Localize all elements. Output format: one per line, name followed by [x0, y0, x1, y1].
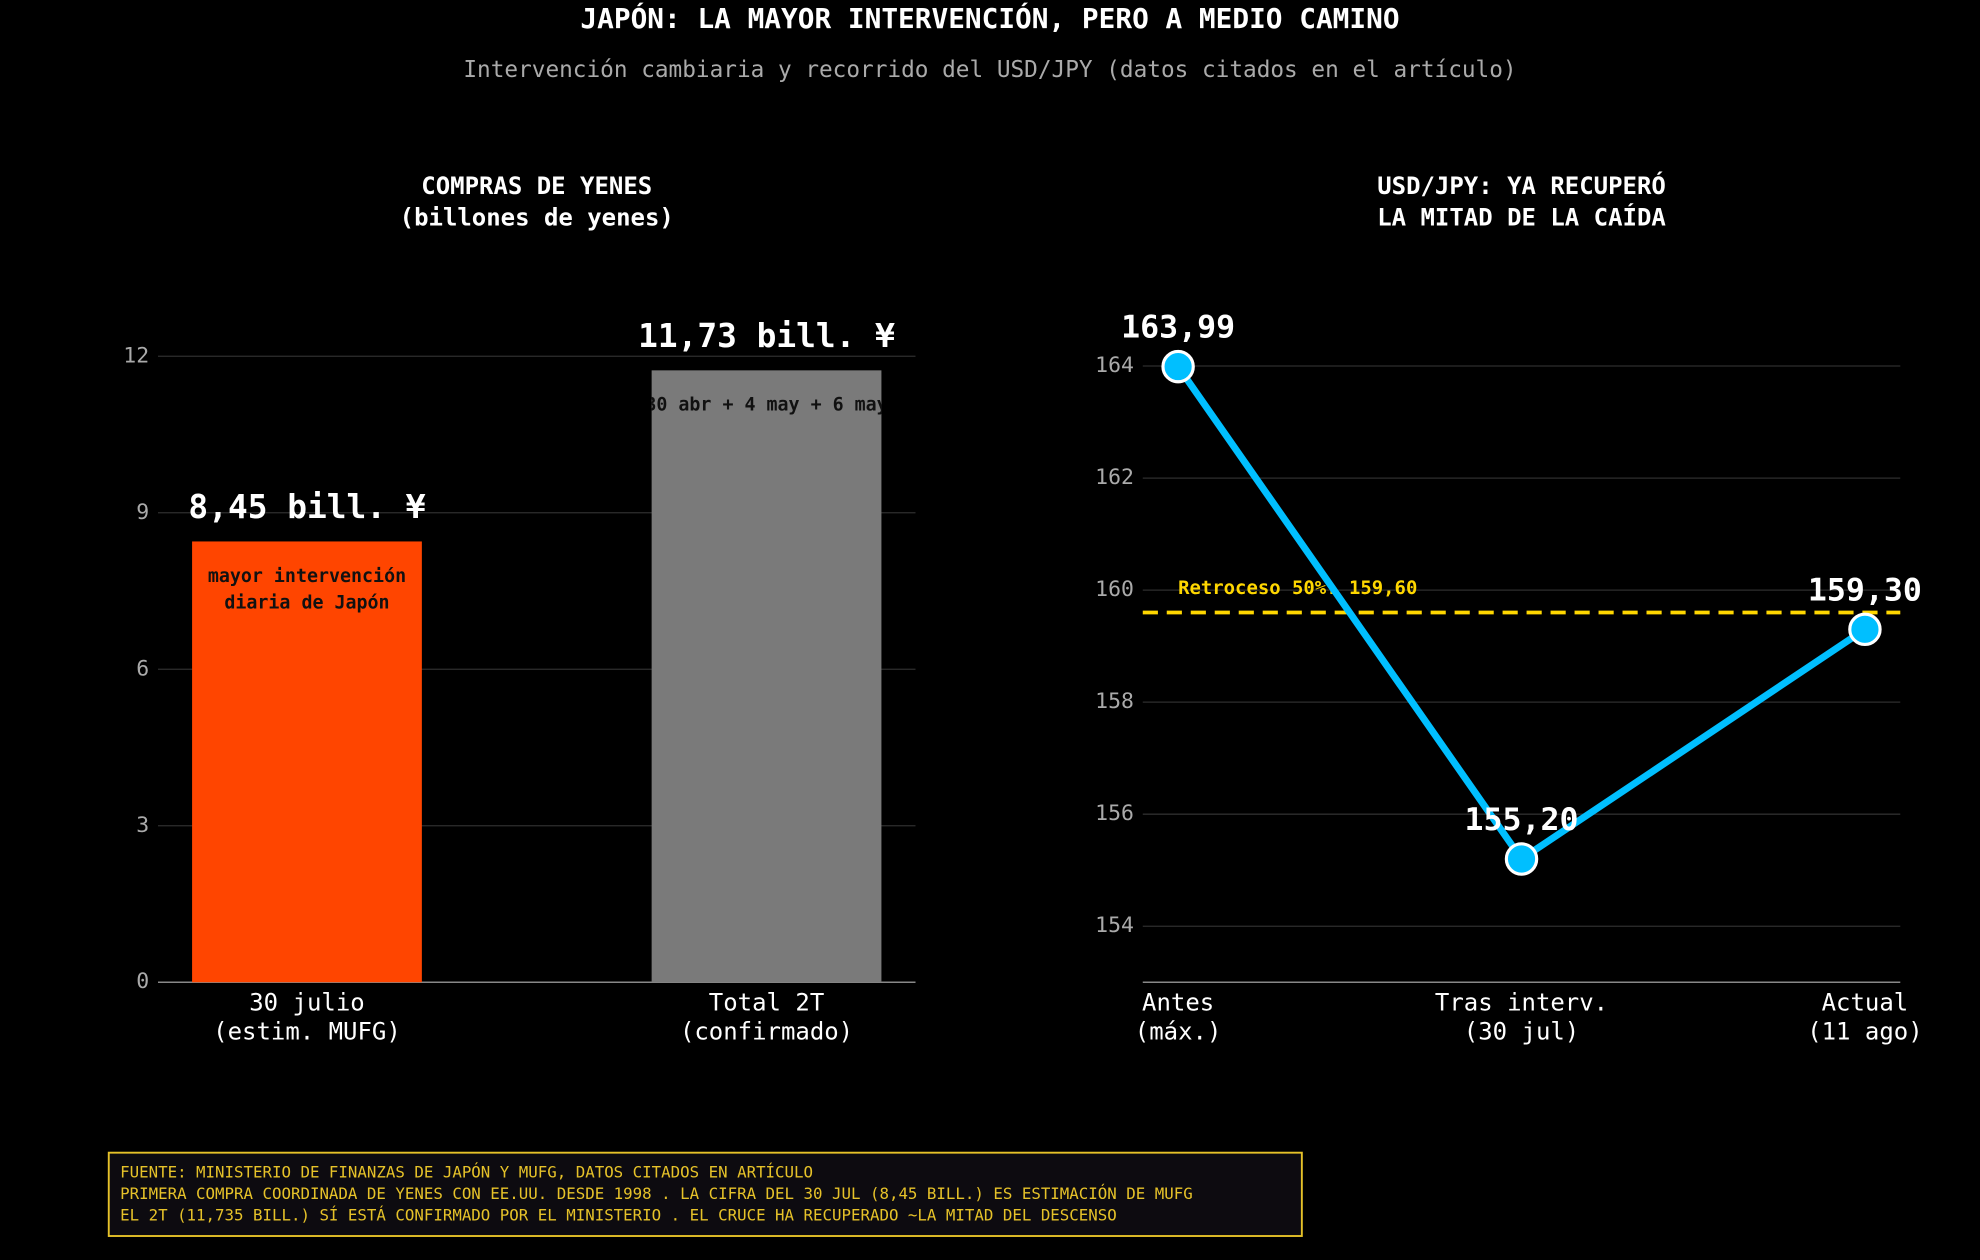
- value-label: 159,30: [1808, 572, 1922, 608]
- y-tick-label: 0: [136, 969, 149, 994]
- point: [1848, 612, 1882, 647]
- footer-box: [107, 1151, 1303, 1237]
- value-label: 8,45 bill. ¥: [188, 488, 425, 526]
- y-tick-label: 9: [136, 500, 149, 525]
- x-tick-label: Antes (máx.): [1135, 989, 1222, 1046]
- footer-line: FUENTE: MINISTERIO DE FINANZAS DE JAPÓN …: [120, 1162, 813, 1181]
- x-tick-label: Total 2T (confirmado): [680, 989, 853, 1046]
- page-title: JAPÓN: LA MAYOR INTERVENCIÓN, PERO A MED…: [580, 1, 1399, 35]
- y-tick-label: 6: [136, 656, 149, 681]
- value-label: 11,73 bill. ¥: [638, 317, 895, 355]
- point: [1161, 349, 1195, 384]
- value-label: 163,99: [1121, 310, 1235, 346]
- y-tick-label: 162: [1095, 465, 1134, 490]
- y-tick-label: 12: [123, 343, 149, 368]
- y-tick-label: 158: [1095, 689, 1134, 714]
- y-tick-label: 164: [1095, 353, 1134, 378]
- x-tick-label: Actual (11 ago): [1807, 989, 1922, 1046]
- point: [1504, 842, 1539, 876]
- bar: [192, 541, 422, 983]
- chart-title: USD/JPY: YA RECUPERÓ LA MITAD DE LA CAÍDA: [1377, 170, 1666, 232]
- y-tick-label: 160: [1095, 577, 1134, 602]
- y-tick-label: 154: [1095, 913, 1134, 938]
- y-tick-label: 3: [136, 813, 149, 838]
- page-subtitle: Intervención cambiaria y recorrido del U…: [463, 57, 1516, 83]
- value-label: 155,20: [1465, 802, 1579, 838]
- x-tick-label: Tras interv. (30 jul): [1435, 989, 1608, 1046]
- bar-annotation: 30 abr + 4 may + 6 may: [645, 395, 887, 416]
- chart-title: COMPRAS DE YENES (billones de yenes): [400, 172, 674, 232]
- bar: [651, 370, 882, 983]
- footer-line: PRIMERA COMPRA COORDINADA DE YENES CON E…: [120, 1184, 1193, 1203]
- footer-line: EL 2T (11,735 BILL.) SÍ ESTÁ CONFIRMADO …: [120, 1205, 1117, 1224]
- reference-label: Retroceso 50%: 159,60: [1178, 577, 1417, 599]
- y-tick-label: 156: [1095, 801, 1134, 826]
- bar-annotation: mayor intervención diaria de Japón: [208, 566, 406, 614]
- x-tick-label: 30 julio (estim. MUFG): [213, 989, 401, 1046]
